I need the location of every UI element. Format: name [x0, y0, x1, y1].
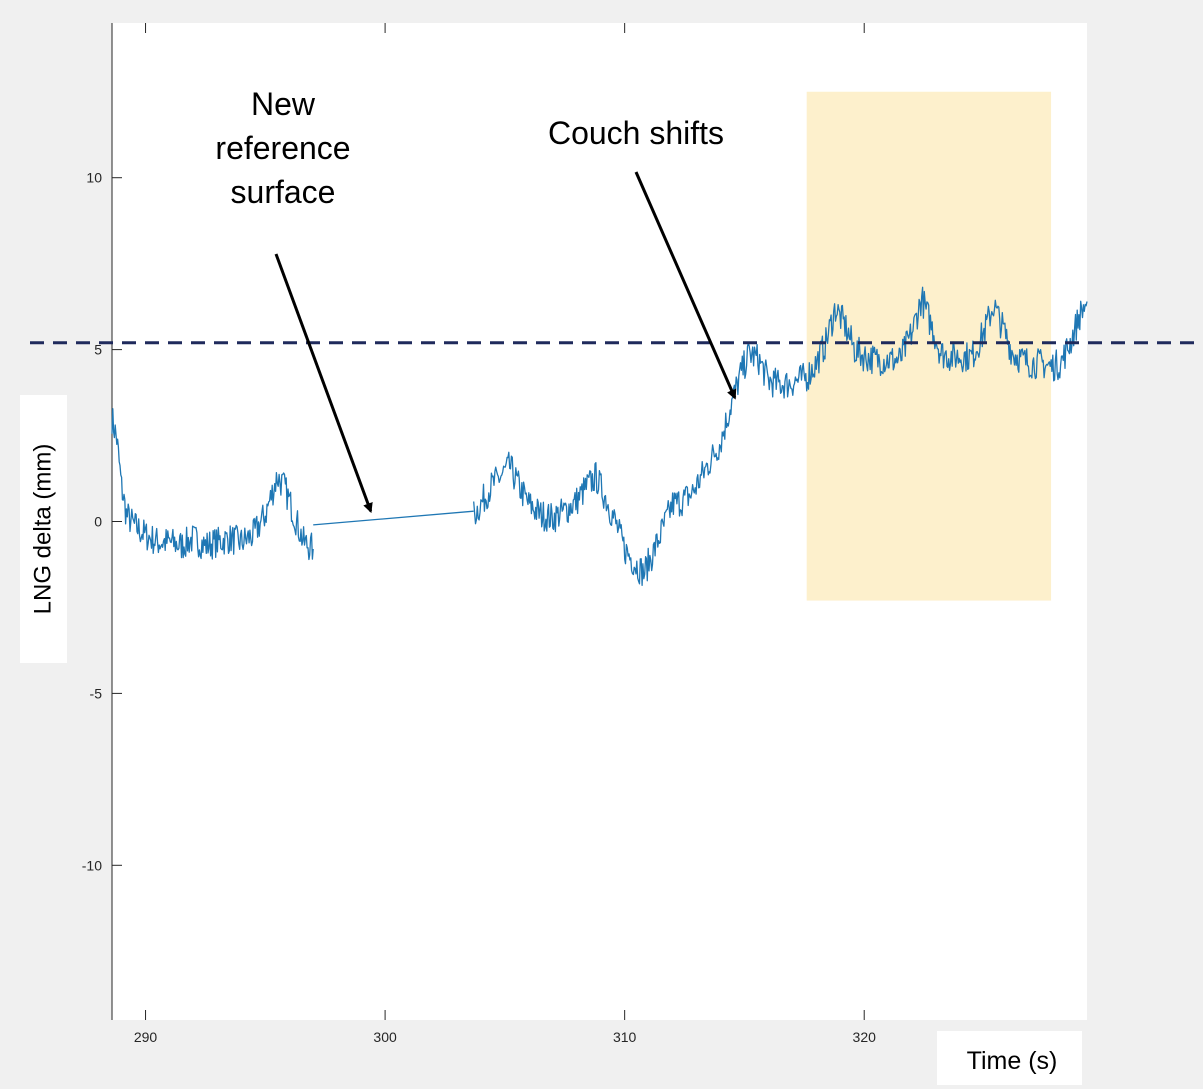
x-tick-label: 290 [134, 1029, 158, 1045]
x-tick-label: 300 [373, 1029, 397, 1045]
annotation-arrow [634, 171, 737, 400]
series-line-segment [111, 408, 314, 561]
y-tick-label: -5 [90, 685, 103, 701]
annotation-arrow [274, 253, 373, 514]
y-tick-label: 0 [94, 514, 102, 530]
y-axis-label: LNG delta (mm) [30, 444, 57, 615]
x-tick-label: 320 [853, 1029, 877, 1045]
series-line-segment [313, 510, 474, 526]
y-tick-label: -10 [82, 857, 102, 873]
y-tick-label: 10 [86, 170, 102, 186]
annotation-text: surface [231, 174, 336, 210]
series-layer [111, 286, 1088, 586]
y-axis-ticks: -10 -5 0 5 10 [82, 170, 122, 873]
annotation-text: Couch shifts [548, 115, 724, 151]
annotations: New reference surface Couch shifts [215, 86, 737, 514]
x-axis-label: Time (s) [967, 1047, 1058, 1075]
annotation-text: reference [215, 130, 350, 166]
annotation-text: New [251, 86, 316, 122]
y-tick-label: 5 [94, 342, 102, 358]
x-tick-label: 310 [613, 1029, 637, 1045]
y-axis-label-box [20, 395, 67, 663]
x-axis-ticks: 290 300 310 320 [134, 23, 876, 1045]
highlight-region [806, 91, 1052, 601]
x-axis-label-box [937, 1031, 1082, 1085]
series-line-segment [473, 286, 1088, 586]
